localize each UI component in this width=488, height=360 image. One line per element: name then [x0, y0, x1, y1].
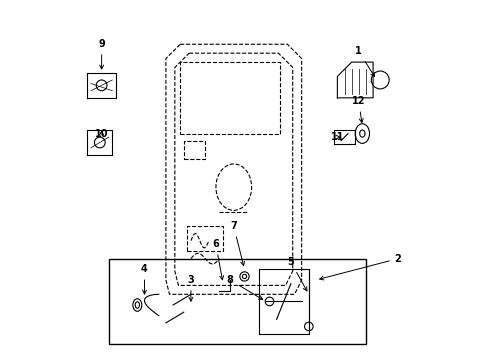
Text: 6: 6 [212, 239, 223, 280]
Bar [108, 258, 365, 344]
Text: 5: 5 [287, 257, 306, 291]
Text: 7: 7 [230, 221, 244, 266]
Text: 2: 2 [319, 253, 401, 280]
Text: 10: 10 [95, 129, 108, 139]
Text: 4: 4 [141, 264, 147, 294]
Text: 11: 11 [330, 132, 344, 142]
Text: 8: 8 [226, 275, 262, 300]
Text: 9: 9 [98, 39, 105, 69]
Text: 12: 12 [351, 96, 365, 123]
Text: 3: 3 [187, 275, 194, 301]
Text: 1: 1 [355, 46, 374, 77]
